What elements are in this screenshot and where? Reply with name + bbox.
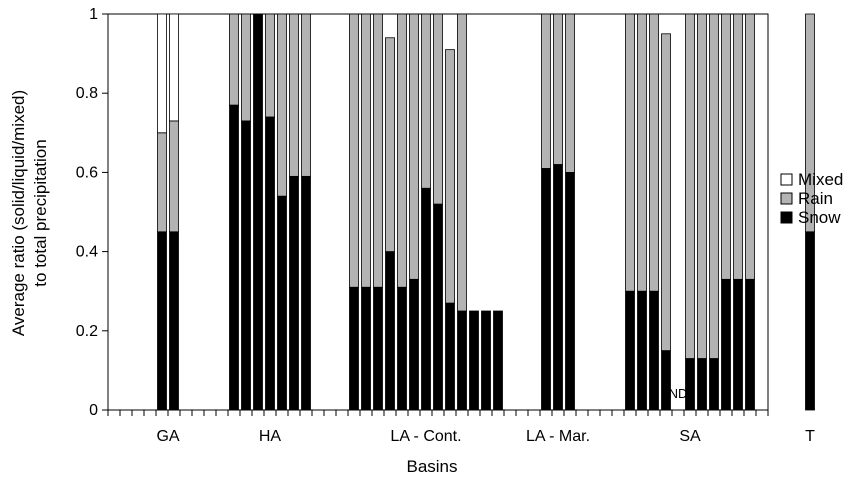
bar-rain-segment bbox=[169, 120, 179, 233]
y-tick-label: 0.8 bbox=[76, 85, 98, 102]
bar-snow-segment bbox=[625, 290, 635, 411]
bar-snow-segment bbox=[361, 286, 371, 411]
bar-snow-segment bbox=[397, 286, 407, 411]
bar-snow-segment bbox=[349, 286, 359, 411]
bar-snow-segment bbox=[721, 278, 731, 411]
bar-snow-segment bbox=[265, 116, 275, 411]
bar-snow-segment bbox=[445, 302, 455, 411]
bar-snow-segment bbox=[277, 195, 287, 411]
bar-snow-segment bbox=[169, 231, 179, 411]
bar-rain-segment bbox=[709, 13, 719, 359]
bar-snow-segment bbox=[229, 104, 239, 411]
bar-rain-segment bbox=[373, 13, 383, 288]
x-axis-title: Basins bbox=[406, 457, 457, 476]
bar-rain-segment bbox=[277, 13, 287, 197]
y-tick-label: 1 bbox=[89, 6, 98, 23]
bar-snow-segment bbox=[469, 310, 479, 411]
y-axis-title-line1: Average ratio (solid/liquid/mixed) bbox=[9, 90, 28, 336]
bar-rain-segment bbox=[349, 13, 359, 288]
bar-snow-segment bbox=[481, 310, 491, 411]
bar-rain-segment bbox=[361, 13, 371, 288]
bar-rain-segment bbox=[637, 13, 647, 292]
y-tick-label: 0.6 bbox=[76, 164, 98, 181]
bar-rain-segment bbox=[697, 13, 707, 359]
bar-rain-segment bbox=[805, 13, 815, 233]
bar-mixed-segment bbox=[169, 13, 179, 122]
bar-snow-segment bbox=[733, 278, 743, 411]
bar-snow-segment bbox=[685, 358, 695, 411]
bar-rain-segment bbox=[733, 13, 743, 280]
plot-area: 0 0.2 0.4 0.6 0.8 1 GA HA LA - Cont. LA - Mar. SA T… bbox=[76, 6, 815, 445]
legend-swatch-snow bbox=[780, 211, 793, 224]
bar-rain-segment bbox=[265, 13, 275, 118]
bar-rain-segment bbox=[445, 49, 455, 304]
bar-snow-segment bbox=[457, 310, 467, 411]
bar-snow-segment bbox=[433, 203, 443, 411]
bar-snow-segment bbox=[661, 350, 671, 411]
bar-snow-segment bbox=[493, 310, 503, 411]
y-axis-title: Average ratio (solid/liquid/mixed) to to… bbox=[9, 90, 50, 336]
bar-snow-segment bbox=[385, 251, 395, 411]
bar-snow-segment bbox=[241, 120, 251, 411]
bar-rain-segment bbox=[457, 13, 467, 312]
bar-snow-segment bbox=[697, 358, 707, 411]
bar-snow-segment bbox=[649, 290, 659, 411]
bar-rain-segment bbox=[157, 132, 167, 233]
x-tick-label: T bbox=[805, 428, 815, 445]
y-tick-label: 0.2 bbox=[76, 323, 98, 340]
x-tick-label: SA bbox=[679, 428, 701, 445]
y-axis-title-line2: to total precipitation bbox=[31, 139, 50, 286]
nd-annotation: ND bbox=[669, 386, 688, 401]
bar-rain-segment bbox=[421, 13, 431, 189]
bar-rain-segment bbox=[229, 13, 239, 106]
legend-label-snow: Snow bbox=[798, 208, 841, 227]
bar-snow-segment bbox=[553, 164, 563, 411]
bar-rain-segment bbox=[649, 13, 659, 292]
bar-rain-segment bbox=[661, 33, 671, 351]
bar-rain-segment bbox=[625, 13, 635, 292]
x-tick-label: HA bbox=[259, 428, 282, 445]
bar-rain-segment bbox=[745, 13, 755, 280]
bar-snow-segment bbox=[805, 231, 815, 411]
y-tick-label: 0 bbox=[89, 402, 98, 419]
bar-rain-segment bbox=[433, 13, 443, 205]
bar-snow-segment bbox=[157, 231, 167, 411]
bar-snow-segment bbox=[301, 175, 311, 411]
x-tick-label: LA - Cont. bbox=[390, 428, 461, 445]
bar-snow-segment bbox=[541, 168, 551, 411]
x-tick-label: GA bbox=[156, 428, 179, 445]
bar-rain-segment bbox=[385, 37, 395, 252]
legend-swatch-rain bbox=[780, 192, 793, 205]
bar-rain-segment bbox=[553, 13, 563, 165]
bar-mixed-segment bbox=[157, 13, 167, 134]
bar-rain-segment bbox=[397, 13, 407, 288]
bar-rain-segment bbox=[409, 13, 419, 280]
bar-snow-segment bbox=[409, 278, 419, 411]
bar-snow-segment bbox=[253, 13, 263, 411]
bar-snow-segment bbox=[373, 286, 383, 411]
bar-rain-segment bbox=[541, 13, 551, 169]
bar-rain-segment bbox=[565, 13, 575, 173]
bar-rain-segment bbox=[721, 13, 731, 280]
bar-snow-segment bbox=[565, 171, 575, 411]
legend-label-rain: Rain bbox=[798, 189, 833, 208]
bar-snow-segment bbox=[289, 175, 299, 411]
bar-snow-segment bbox=[709, 358, 719, 411]
legend-swatch-mixed bbox=[780, 173, 793, 186]
bar-rain-segment bbox=[241, 13, 251, 122]
y-tick-label: 0.4 bbox=[76, 244, 98, 261]
legend-label-mixed: Mixed bbox=[798, 170, 843, 189]
bar-rain-segment bbox=[685, 13, 695, 359]
x-tick-label: LA - Mar. bbox=[526, 428, 590, 445]
bar-snow-segment bbox=[745, 278, 755, 411]
bar-snow-segment bbox=[637, 290, 647, 411]
bar-snow-segment bbox=[421, 187, 431, 411]
bar-rain-segment bbox=[301, 13, 311, 177]
bar-rain-segment bbox=[289, 13, 299, 177]
